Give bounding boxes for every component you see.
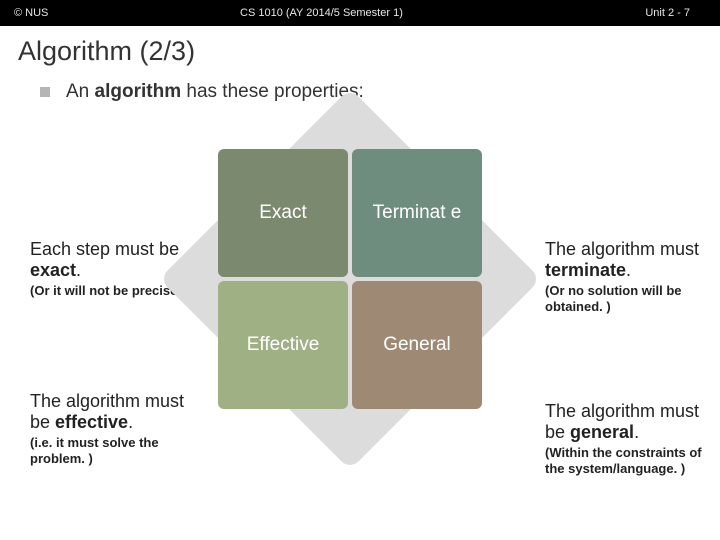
note-general: The algorithm must be general. (Within t… xyxy=(545,401,705,476)
note-terminate-pre: The algorithm must xyxy=(545,239,699,259)
intro-bold: algorithm xyxy=(95,81,182,102)
note-general-sub: (Within the constraints of the system/la… xyxy=(545,445,705,476)
note-effective-post: . xyxy=(128,412,133,432)
note-terminate-post: . xyxy=(626,260,631,280)
intro-prefix: An xyxy=(66,81,95,102)
quad-terminate: Terminat e xyxy=(352,149,482,277)
topbar-right: Unit 2 - 7 xyxy=(600,7,720,19)
top-bar: © NUS CS 1010 (AY 2014/5 Semester 1) Uni… xyxy=(0,0,720,26)
note-effective-bold: effective xyxy=(55,412,128,432)
note-terminate-sub: (Or no solution will be obtained. ) xyxy=(545,283,705,314)
note-exact-bold: exact xyxy=(30,260,76,280)
quad-effective: Effective xyxy=(218,281,348,409)
topbar-mid: CS 1010 (AY 2014/5 Semester 1) xyxy=(200,7,600,19)
topbar-left: © NUS xyxy=(0,7,200,19)
intro-suffix: has these properties: xyxy=(181,81,364,102)
content-area: An algorithm has these properties: Each … xyxy=(0,81,720,103)
bullet-icon xyxy=(40,87,50,97)
quad-exact: Exact xyxy=(218,149,348,277)
note-effective-sub: (i.e. it must solve the problem. ) xyxy=(30,435,200,466)
note-general-post: . xyxy=(634,422,639,442)
note-general-bold: general xyxy=(570,422,634,442)
quad-general: General xyxy=(352,281,482,409)
note-terminate-bold: terminate xyxy=(545,260,626,280)
intro-text: An algorithm has these properties: xyxy=(66,81,364,103)
note-effective: The algorithm must be effective. (i.e. i… xyxy=(30,391,200,466)
note-exact-pre: Each step must be xyxy=(30,239,179,259)
note-terminate: The algorithm must terminate. (Or no sol… xyxy=(545,239,705,314)
slide-title: Algorithm (2/3) xyxy=(0,26,720,81)
diagram: Exact Terminat e Effective General xyxy=(200,129,500,429)
diamond-bg xyxy=(159,88,541,470)
note-exact-post: . xyxy=(76,260,81,280)
